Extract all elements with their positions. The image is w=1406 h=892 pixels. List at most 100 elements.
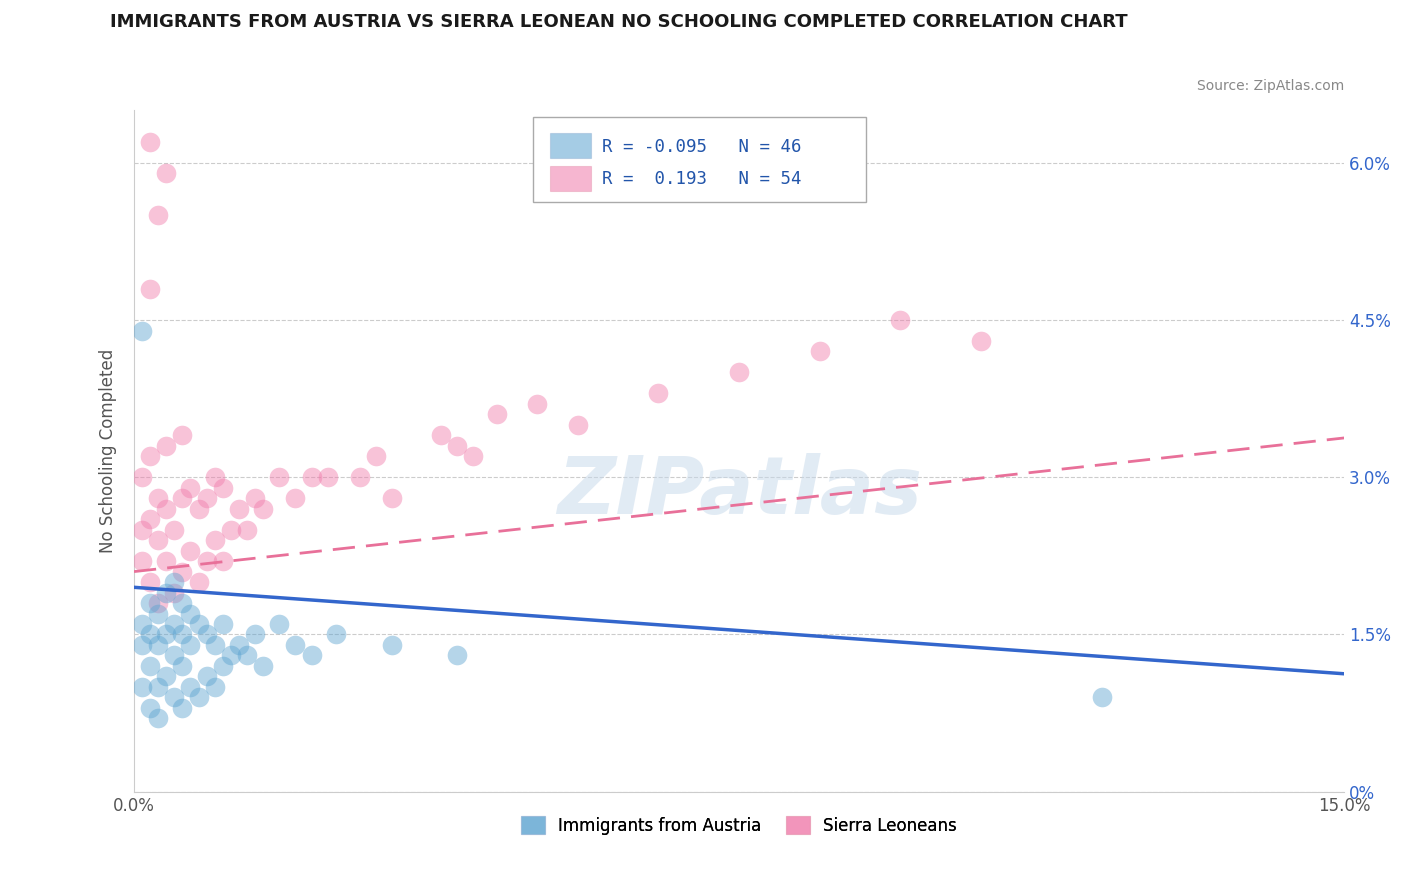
Point (446, 648, 468, 663)
Point (163, 648, 186, 663)
Point (243, 491, 266, 506)
Point (364, 450, 387, 464)
Point (172, 701, 194, 715)
Point (131, 523, 153, 537)
Point (187, 575, 209, 590)
Point (236, 523, 259, 537)
Point (139, 135, 162, 149)
Point (172, 565, 194, 579)
Point (163, 585, 186, 599)
Point (131, 324, 153, 338)
Text: Source: ZipAtlas.com: Source: ZipAtlas.com (1197, 79, 1344, 94)
Legend: Immigrants from Austria, Sierra Leoneans: Immigrants from Austria, Sierra Leoneans (515, 810, 963, 841)
Point (163, 617, 186, 632)
Point (187, 690, 209, 705)
Text: R = -0.095   N = 46: R = -0.095 N = 46 (602, 137, 801, 155)
Point (172, 428, 194, 442)
Point (252, 659, 274, 673)
Point (139, 701, 162, 715)
Point (187, 501, 209, 516)
Point (381, 491, 404, 506)
Point (349, 470, 371, 484)
Point (139, 450, 162, 464)
Point (195, 669, 218, 683)
Point (269, 617, 291, 632)
Point (211, 617, 233, 632)
Point (148, 680, 170, 694)
Point (155, 554, 177, 568)
Point (284, 491, 307, 506)
Point (172, 491, 194, 506)
Point (301, 648, 323, 663)
Point (131, 617, 153, 632)
Point (204, 638, 226, 652)
Point (155, 166, 177, 180)
Point (647, 386, 669, 401)
Point (172, 627, 194, 641)
Point (163, 523, 186, 537)
FancyBboxPatch shape (533, 117, 866, 202)
Text: R =  0.193   N = 54: R = 0.193 N = 54 (602, 170, 801, 188)
Point (139, 282, 162, 296)
Point (236, 648, 259, 663)
Point (155, 627, 177, 641)
Point (195, 554, 218, 568)
Point (163, 575, 186, 590)
Point (139, 575, 162, 590)
Point (1091, 690, 1114, 705)
Point (211, 659, 233, 673)
Point (139, 659, 162, 673)
Point (148, 638, 170, 652)
Text: ZIPatlas: ZIPatlas (557, 453, 921, 531)
Point (148, 533, 170, 548)
Point (211, 554, 233, 568)
Point (204, 680, 226, 694)
Point (316, 470, 339, 484)
Point (526, 397, 548, 411)
Point (155, 669, 177, 683)
Point (889, 313, 911, 327)
Point (228, 638, 250, 652)
Point (148, 711, 170, 725)
Point (163, 690, 186, 705)
Point (461, 450, 484, 464)
Point (148, 208, 170, 222)
Point (228, 501, 250, 516)
Point (728, 366, 751, 380)
Point (179, 607, 201, 621)
Point (486, 408, 509, 422)
Point (187, 617, 209, 632)
Point (808, 344, 831, 359)
Point (204, 470, 226, 484)
Point (179, 680, 201, 694)
FancyBboxPatch shape (550, 166, 592, 191)
Point (148, 607, 170, 621)
Point (155, 501, 177, 516)
FancyBboxPatch shape (550, 133, 592, 158)
Point (148, 491, 170, 506)
Point (179, 481, 201, 495)
Point (155, 585, 177, 599)
Point (204, 533, 226, 548)
Point (139, 512, 162, 526)
Point (195, 627, 218, 641)
Point (325, 627, 347, 641)
Point (131, 470, 153, 484)
Point (131, 554, 153, 568)
Point (252, 501, 274, 516)
Point (243, 627, 266, 641)
Point (219, 648, 242, 663)
Point (381, 638, 404, 652)
Point (172, 596, 194, 610)
Point (567, 417, 589, 432)
Point (148, 596, 170, 610)
Point (446, 439, 468, 453)
Point (970, 334, 993, 348)
Point (131, 638, 153, 652)
Point (172, 659, 194, 673)
Y-axis label: No Schooling Completed: No Schooling Completed (100, 349, 117, 553)
Point (219, 523, 242, 537)
Text: IMMIGRANTS FROM AUSTRIA VS SIERRA LEONEAN NO SCHOOLING COMPLETED CORRELATION CHA: IMMIGRANTS FROM AUSTRIA VS SIERRA LEONEA… (110, 13, 1128, 31)
Point (195, 491, 218, 506)
Point (284, 638, 307, 652)
